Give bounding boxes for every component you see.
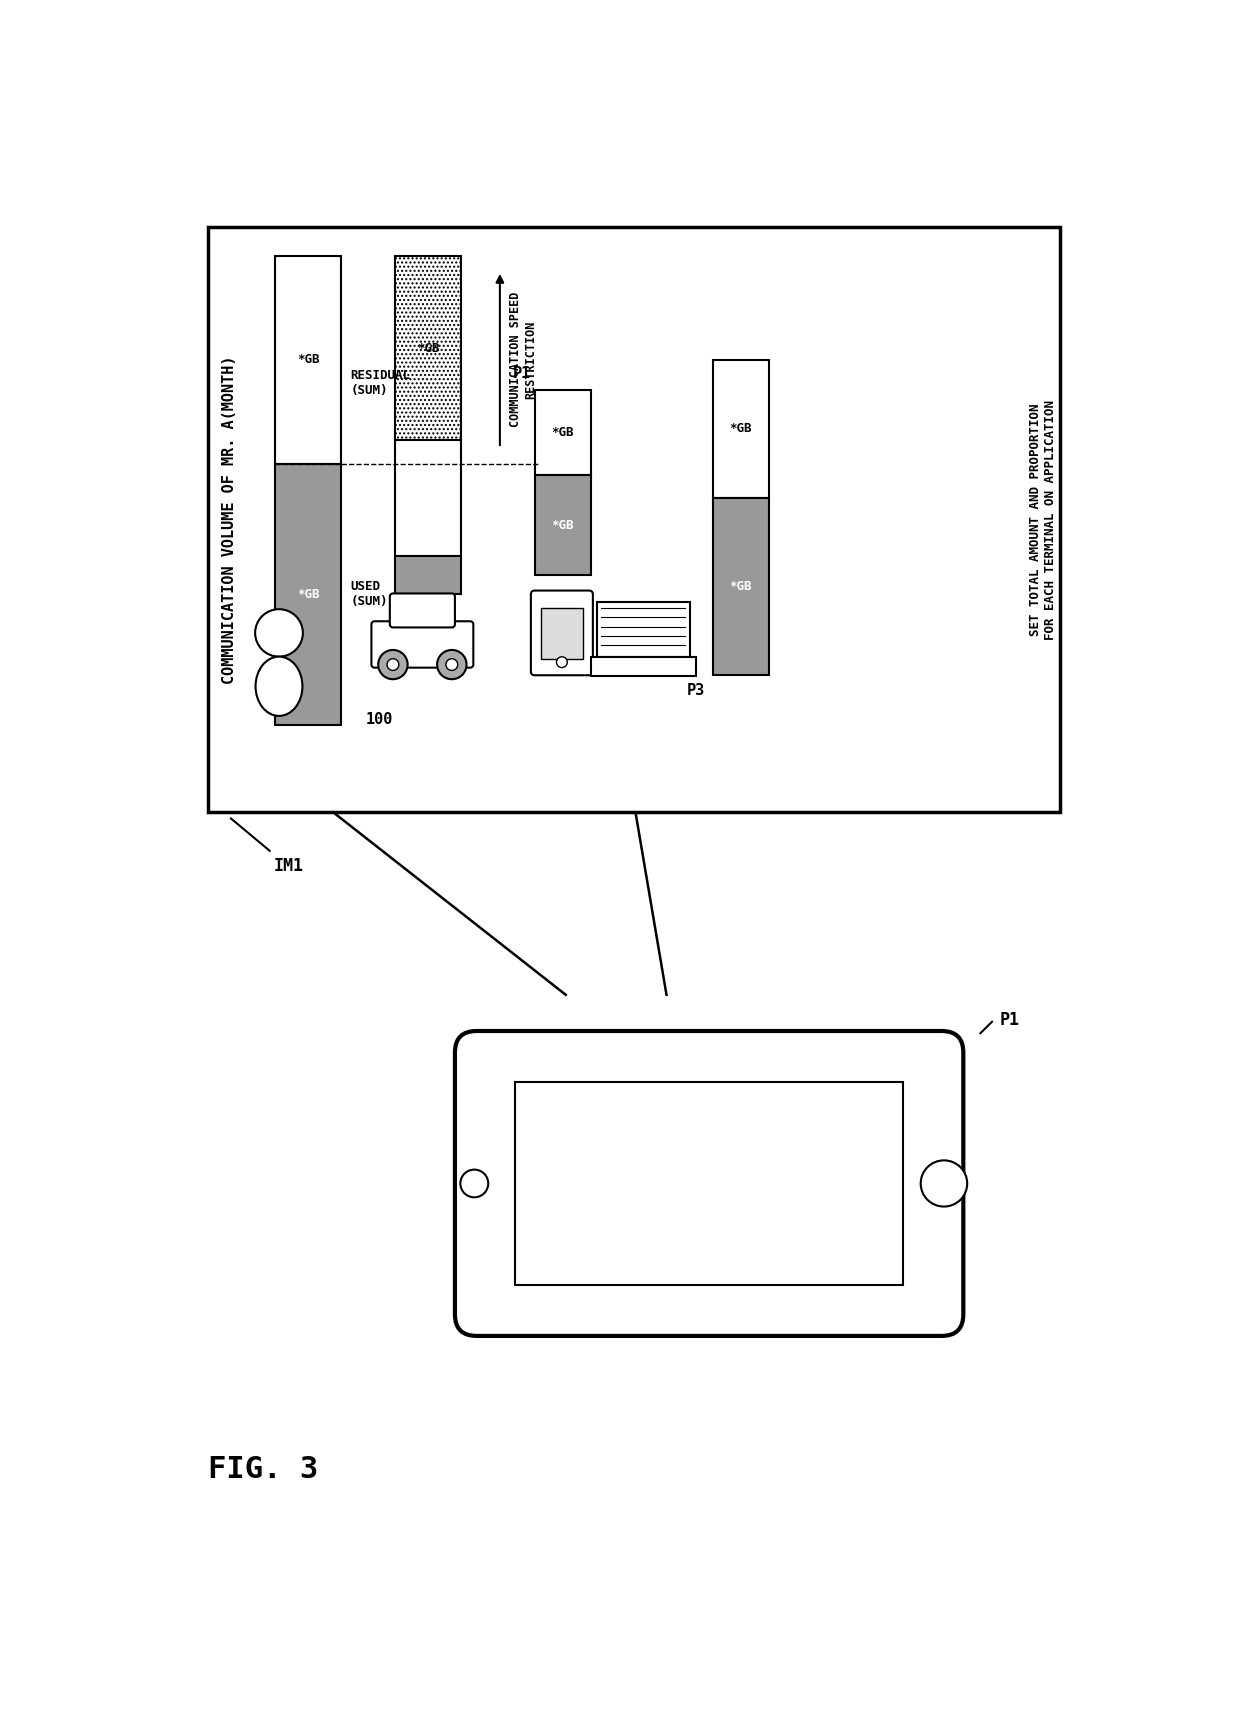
- Circle shape: [920, 1160, 967, 1206]
- Bar: [275, 255, 341, 464]
- Bar: [396, 557, 461, 594]
- Circle shape: [557, 656, 567, 668]
- Bar: [516, 1083, 903, 1285]
- Text: *GB: *GB: [417, 341, 439, 355]
- Text: P3: P3: [687, 683, 706, 697]
- Circle shape: [378, 649, 408, 680]
- FancyBboxPatch shape: [455, 1031, 963, 1336]
- Text: COMMUNICATION SPEED
RESTRICTION: COMMUNICATION SPEED RESTRICTION: [510, 291, 537, 427]
- Text: P1: P1: [999, 1011, 1019, 1030]
- Bar: [396, 440, 461, 557]
- Text: P1: P1: [512, 367, 531, 380]
- Bar: [396, 255, 461, 440]
- Bar: [207, 228, 1060, 812]
- Circle shape: [446, 660, 458, 670]
- Circle shape: [460, 1170, 489, 1197]
- Text: *GB: *GB: [729, 423, 753, 435]
- Text: USED
(SUM): USED (SUM): [351, 581, 388, 608]
- Circle shape: [387, 660, 399, 670]
- Bar: [713, 360, 769, 498]
- Bar: [713, 498, 769, 675]
- Bar: [541, 608, 583, 660]
- Text: *GB: *GB: [552, 427, 574, 439]
- FancyBboxPatch shape: [531, 591, 593, 675]
- Text: RESIDUAL
(SUM): RESIDUAL (SUM): [351, 368, 410, 397]
- FancyBboxPatch shape: [372, 622, 474, 668]
- Text: *GB: *GB: [729, 581, 753, 593]
- Text: *GB: *GB: [296, 588, 320, 601]
- Text: IM1: IM1: [274, 856, 304, 875]
- Text: 100: 100: [366, 713, 393, 728]
- Text: SET TOTAL AMOUNT AND PROPORTION
FOR EACH TERMINAL ON APPLICATION: SET TOTAL AMOUNT AND PROPORTION FOR EACH…: [1029, 399, 1058, 639]
- Bar: [534, 391, 590, 475]
- Bar: [534, 475, 590, 576]
- Ellipse shape: [255, 656, 303, 716]
- Circle shape: [436, 649, 466, 680]
- Text: *GB: *GB: [296, 353, 320, 367]
- Text: FIG. 3: FIG. 3: [207, 1454, 317, 1483]
- Text: COMMUNICATION VOLUME OF MR. A(MONTH): COMMUNICATION VOLUME OF MR. A(MONTH): [222, 356, 237, 683]
- Text: *GB: *GB: [552, 519, 574, 531]
- Bar: [275, 464, 341, 725]
- Bar: [590, 658, 696, 677]
- Bar: [596, 601, 689, 658]
- Circle shape: [255, 610, 303, 656]
- FancyBboxPatch shape: [389, 593, 455, 627]
